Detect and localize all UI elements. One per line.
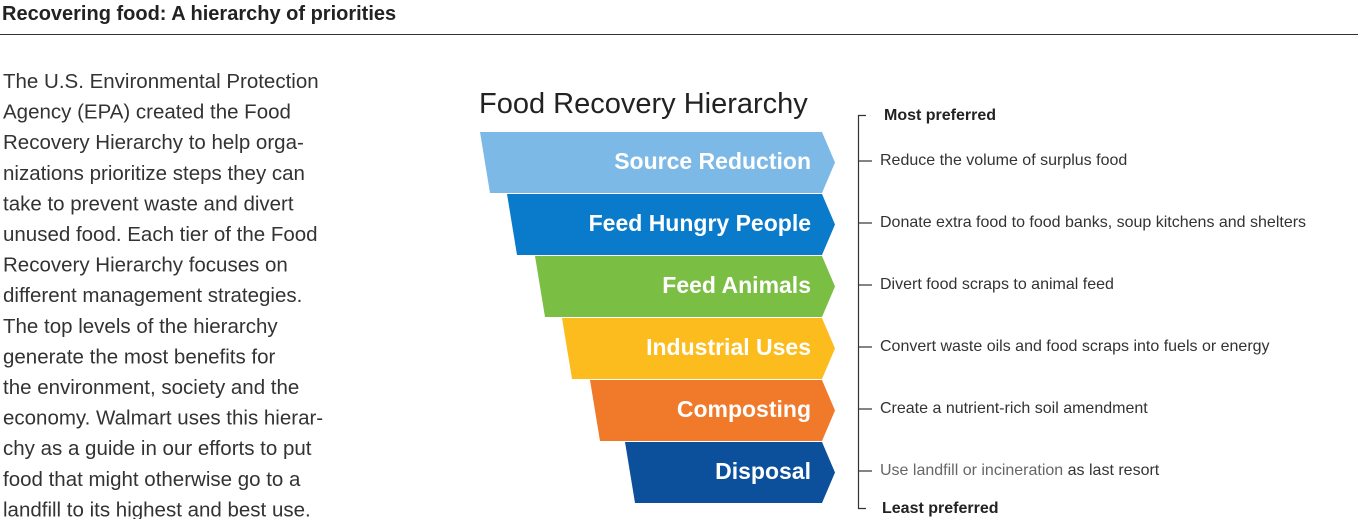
tier-label: Composting [677, 396, 811, 422]
description-text: Create a nutrient-rich soil amendment [880, 400, 1148, 417]
intro-line: different management strategies. [3, 284, 302, 307]
intro-line: nizations prioritize steps they can [3, 162, 305, 185]
tier-label: Feed Hungry People [589, 210, 811, 236]
intro-line: The U.S. Environmental Protection [3, 70, 319, 93]
intro-line: unused food. Each tier of the Food [3, 223, 318, 246]
intro-line: Recovery Hierarchy to help orga- [3, 131, 304, 154]
top-label: Most preferred [884, 107, 996, 124]
description-end: as last resort [1068, 462, 1160, 479]
description-text: Convert waste oils and food scraps into … [880, 338, 1270, 355]
tier-description: Use landfill or incineration as last res… [880, 462, 1160, 479]
tier-shape [535, 256, 835, 317]
page-title: Recovering food: A hierarchy of prioriti… [2, 3, 396, 25]
intro-line: Agency (EPA) created the Food [3, 101, 291, 124]
intro-line: take to prevent waste and divert [3, 192, 294, 215]
description-text: Divert food scraps to animal feed [880, 276, 1114, 293]
tier-label: Disposal [715, 458, 811, 484]
diagram-title: Food Recovery Hierarchy [479, 88, 808, 120]
tier-description: Convert waste oils and food scraps into … [880, 338, 1270, 355]
intro-line: food that might otherwise go to a [3, 468, 301, 491]
tier-shape [507, 194, 835, 255]
tier-shape [590, 380, 835, 441]
intro-line: chy as a guide in our efforts to put [3, 437, 312, 460]
intro-line: the environment, society and the [3, 376, 299, 399]
intro-line: economy. Walmart uses this hierar- [3, 407, 323, 430]
tier-shape [562, 318, 835, 379]
intro-line: Recovery Hierarchy focuses on [3, 254, 288, 277]
intro-line: generate the most benefits for [3, 345, 276, 368]
tier-label: Source Reduction [614, 148, 811, 174]
tier-shape [625, 442, 835, 503]
tier-shape [480, 132, 835, 193]
tier-description: Divert food scraps to animal feed [880, 276, 1114, 293]
description-text: Donate extra food to food banks, soup ki… [880, 214, 1306, 231]
tier-description: Donate extra food to food banks, soup ki… [880, 214, 1306, 231]
tier-description: Create a nutrient-rich soil amendment [880, 400, 1148, 417]
intro-line: landfill to its highest and best use. [3, 498, 311, 519]
preference-bracket [857, 114, 866, 510]
tier-label: Industrial Uses [646, 334, 811, 360]
description-text: Reduce the volume of surplus food [880, 152, 1127, 169]
intro-line: The top levels of the hierarchy [3, 315, 278, 338]
tier-description: Reduce the volume of surplus food [880, 152, 1127, 169]
description-text: Use landfill or incineration [880, 462, 1063, 479]
tier-label: Feed Animals [662, 272, 811, 298]
bottom-label: Least preferred [882, 500, 999, 517]
